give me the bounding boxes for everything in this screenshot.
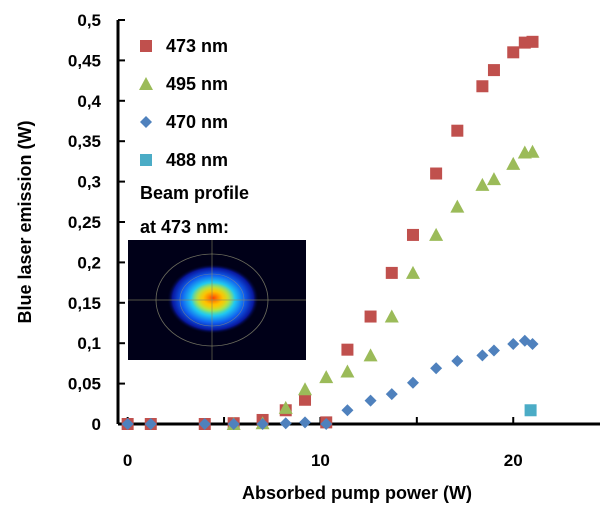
data-point xyxy=(405,265,420,279)
data-point xyxy=(299,416,312,429)
data-point xyxy=(507,46,520,59)
legend-item: 473 nm xyxy=(140,36,228,56)
x-axis-title: Absorbed pump power (W) xyxy=(242,483,472,503)
legend-marker xyxy=(140,40,152,52)
data-point xyxy=(279,417,292,430)
series-488-nm xyxy=(524,404,537,417)
data-point xyxy=(278,400,293,414)
x-tick-label: 20 xyxy=(504,451,523,470)
data-point xyxy=(429,227,444,241)
tick-labels: 0 0,05 0,1 0,15 0,2 0,25 0,3 0,35 0,4 0,45 0,5 0 10 2… xyxy=(68,11,523,470)
series-470-nm xyxy=(121,334,539,430)
data-point xyxy=(526,35,539,48)
inset-label-line1: Beam profile xyxy=(140,183,249,203)
y-tick-label: 0 xyxy=(92,415,101,434)
legend-label: 470 nm xyxy=(166,112,228,132)
data-point xyxy=(299,393,312,406)
beam-profile-inset: Beam profile at 473 nm: xyxy=(128,183,306,360)
data-point xyxy=(451,354,464,367)
y-tick-label: 0,05 xyxy=(68,375,101,394)
y-tick-label: 0,4 xyxy=(77,92,101,111)
data-point xyxy=(524,404,537,417)
data-point xyxy=(406,376,419,389)
data-point xyxy=(406,228,419,241)
data-point xyxy=(341,404,354,417)
data-point xyxy=(320,418,333,430)
data-point xyxy=(227,418,240,430)
data-point xyxy=(486,172,501,186)
y-tick-label: 0,45 xyxy=(68,51,101,70)
legend-item: 488 nm xyxy=(140,150,228,170)
legend-label: 495 nm xyxy=(166,74,228,94)
data-point xyxy=(476,80,489,93)
y-tick-label: 0,25 xyxy=(68,213,101,232)
axes xyxy=(116,19,600,426)
y-tick-label: 0,3 xyxy=(77,173,101,192)
data-point xyxy=(384,309,399,323)
data-point xyxy=(487,64,500,77)
y-axis-title: Blue laser emission (W) xyxy=(15,120,35,323)
data-point xyxy=(198,418,211,430)
data-point xyxy=(525,144,540,158)
legend-item: 495 nm xyxy=(139,74,228,94)
legend-marker xyxy=(139,77,153,90)
inset-label-line2: at 473 nm: xyxy=(140,217,229,237)
data-point xyxy=(121,418,134,430)
data-point xyxy=(340,364,355,378)
legend-marker xyxy=(140,154,152,166)
data-point xyxy=(451,124,464,137)
data-point xyxy=(319,370,334,384)
y-tick-label: 0,35 xyxy=(68,132,101,151)
x-tick-label: 0 xyxy=(123,451,132,470)
legend-label: 488 nm xyxy=(166,150,228,170)
data-point xyxy=(385,388,398,401)
legend-marker xyxy=(140,116,152,128)
legend: 473 nm 495 nm 470 nm 488 nm xyxy=(139,36,228,170)
data-point xyxy=(450,199,465,213)
legend-label: 473 nm xyxy=(166,36,228,56)
data-point xyxy=(430,362,443,375)
data-point xyxy=(487,344,500,357)
data-point xyxy=(430,167,443,180)
data-point xyxy=(385,266,398,279)
data-point xyxy=(475,177,490,191)
data-point xyxy=(256,418,269,430)
y-tick-label: 0,15 xyxy=(68,294,101,313)
data-point xyxy=(298,382,313,396)
legend-item: 470 nm xyxy=(140,112,228,132)
data-point xyxy=(364,394,377,407)
y-tick-label: 0,1 xyxy=(77,334,101,353)
data-point xyxy=(507,338,520,351)
data-marks xyxy=(121,35,540,430)
data-point xyxy=(364,310,377,323)
data-point xyxy=(144,418,157,430)
x-tick-label: 10 xyxy=(311,451,330,470)
data-point xyxy=(341,343,354,356)
data-point xyxy=(476,349,489,362)
data-point xyxy=(363,348,378,362)
y-tick-label: 0,5 xyxy=(77,11,101,30)
data-point xyxy=(526,338,539,351)
data-point xyxy=(506,156,521,170)
y-tick-label: 0,2 xyxy=(77,253,101,272)
beam-profile-image xyxy=(128,240,306,360)
